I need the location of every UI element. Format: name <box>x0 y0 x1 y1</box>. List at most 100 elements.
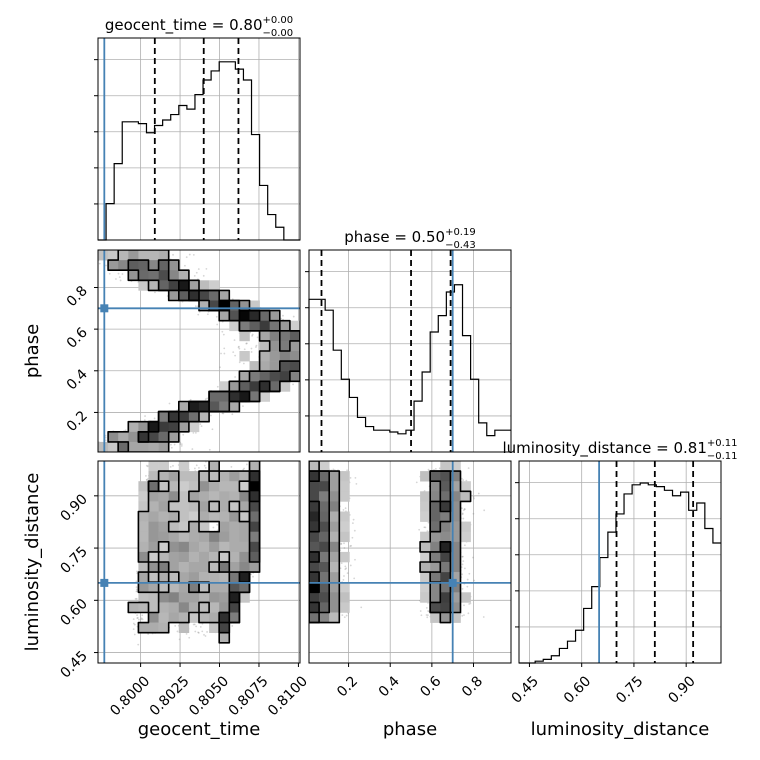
density-cell <box>158 270 169 281</box>
density-cell <box>118 441 129 452</box>
density-cell <box>209 300 220 311</box>
sample-point <box>179 443 182 445</box>
density-cell <box>128 270 139 281</box>
density-cell <box>118 250 129 261</box>
panel-frame <box>518 460 722 664</box>
sample-point <box>180 445 183 447</box>
density-cell <box>289 371 300 382</box>
histogram-step-geocent_time <box>98 61 300 241</box>
sample-point <box>197 631 200 634</box>
density-cell <box>168 280 180 291</box>
density-cell <box>239 310 250 321</box>
density-cell <box>148 260 159 271</box>
density-cell <box>259 391 270 402</box>
density-cell <box>219 381 230 392</box>
sample-point <box>193 275 196 277</box>
sample-point <box>256 336 259 339</box>
density-cell <box>249 361 260 372</box>
density-cell <box>199 300 210 311</box>
density-cell <box>188 421 200 433</box>
density-cell <box>209 280 220 291</box>
density-cell <box>118 260 129 271</box>
density-cell <box>239 320 250 332</box>
density-cell <box>178 401 190 412</box>
sample-point <box>221 412 224 415</box>
sample-point <box>191 448 194 450</box>
panel-title-minus-geocent_time: −0.00 <box>263 28 294 39</box>
sample-point <box>188 253 191 256</box>
sample-point <box>179 441 182 444</box>
panel-frame <box>97 249 301 453</box>
density-cell <box>239 391 250 402</box>
density-cell <box>219 290 230 301</box>
density-cell <box>219 310 230 321</box>
sample-point <box>193 623 196 626</box>
sample-point <box>223 347 226 350</box>
density-cell <box>188 290 200 301</box>
density-cell <box>188 280 200 291</box>
density-cell <box>269 351 281 362</box>
density-cell <box>108 250 119 261</box>
sample-point <box>292 315 295 318</box>
sample-point <box>170 443 172 446</box>
density-cell <box>259 320 270 332</box>
density-cell <box>239 381 250 392</box>
density-cell <box>168 411 180 422</box>
density-cell <box>158 250 169 261</box>
density-cell <box>249 371 260 382</box>
density-cell <box>138 421 149 433</box>
density-cell <box>289 361 300 372</box>
sample-point <box>133 623 136 626</box>
panel-content <box>98 461 300 663</box>
sample-point <box>211 428 214 431</box>
sample-point <box>210 414 212 417</box>
panel-title-minus-phase: −0.43 <box>445 240 476 251</box>
sample-point <box>141 614 144 617</box>
density-cell <box>138 250 149 261</box>
density-cell <box>239 330 250 342</box>
sample-point <box>242 468 245 471</box>
sample-point <box>292 383 294 386</box>
sample-point <box>255 344 258 347</box>
density-cell <box>229 401 240 412</box>
sample-point <box>250 351 253 353</box>
sample-point <box>132 628 135 631</box>
sample-point <box>168 402 171 405</box>
sample-point <box>230 465 233 468</box>
sample-point <box>137 617 139 619</box>
sample-point <box>204 398 207 401</box>
sample-point <box>119 279 122 282</box>
sample-point <box>108 272 111 275</box>
density-cell <box>239 371 250 382</box>
density-cell <box>259 381 270 392</box>
density-cell <box>158 431 169 443</box>
density-cell <box>279 320 291 332</box>
sample-point <box>146 465 149 468</box>
histogram-step-phase <box>308 284 511 452</box>
sample-point <box>104 439 107 442</box>
density-cell <box>128 421 139 433</box>
sample-point <box>220 352 222 355</box>
density-cell <box>289 330 300 342</box>
sample-point <box>117 272 120 275</box>
sample-point <box>188 636 191 639</box>
density-cell <box>168 290 180 301</box>
density-cell <box>128 260 139 271</box>
sample-point <box>105 264 107 267</box>
density-cell <box>138 270 149 281</box>
sample-point <box>118 276 121 279</box>
panel-title-luminosity_distance: luminosity_distance = 0.81+0.11 <box>502 438 737 458</box>
density-cell <box>178 280 190 291</box>
density-cell <box>108 431 119 443</box>
sample-point <box>238 345 240 348</box>
sample-point <box>208 448 211 451</box>
density-cell <box>219 401 230 412</box>
sample-point <box>250 573 252 576</box>
sample-point <box>199 625 202 628</box>
density-cell <box>148 441 159 452</box>
hist-panel-geocent_time: geocent_time = 0.80+0.00−0.00 <box>94 15 301 241</box>
sample-point <box>194 431 197 434</box>
density-cell <box>259 361 270 372</box>
panel-title-minus-luminosity_distance: −0.11 <box>707 451 738 462</box>
density-cell <box>168 431 180 443</box>
